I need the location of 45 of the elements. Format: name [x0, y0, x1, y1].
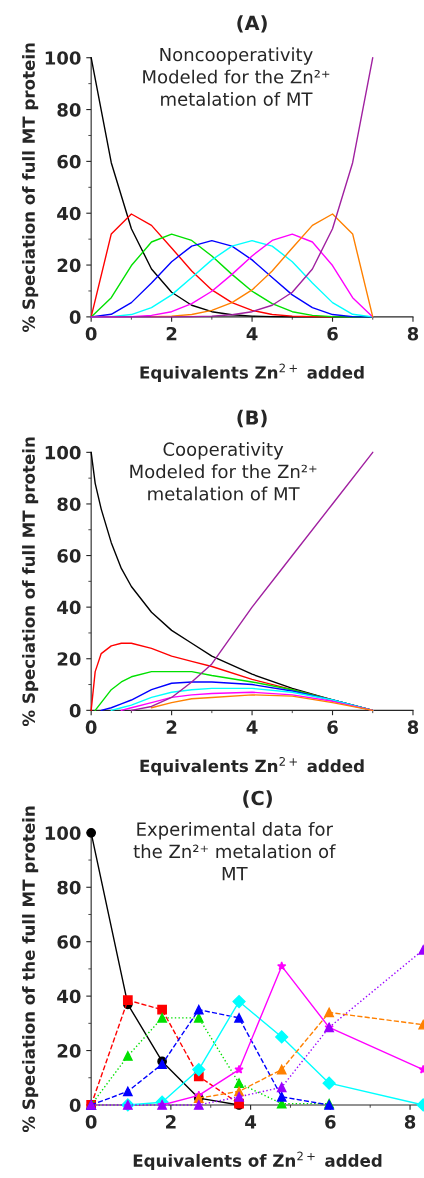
x-tick-label: 0: [85, 326, 97, 341]
x-tick-label: 0: [85, 1115, 97, 1129]
y-tick-label: 60: [57, 935, 81, 949]
y-axis-title: % Speciation of full MT protein: [22, 43, 39, 332]
x-tick-label: 0: [85, 720, 97, 735]
x-tick-label: 4: [246, 720, 258, 734]
y-axis-title: % Speciation of full MT protein: [22, 437, 39, 727]
y-tick-label: 20: [57, 258, 81, 273]
chart-title: (C): [243, 790, 272, 808]
x-tick-label: 2: [166, 326, 177, 341]
y-tick-label: 80: [57, 497, 81, 512]
y-tick-label: 60: [57, 549, 81, 563]
y-tick-label: 100: [45, 826, 81, 840]
x-axis-title: Equivalents Zn$^{2+}$ added: [140, 363, 364, 383]
y-tick-label: 60: [57, 154, 81, 169]
chart-title: (A): [237, 15, 267, 33]
y-tick-label: 0: [69, 310, 81, 324]
x-tick-label: 6: [325, 1115, 336, 1129]
y-tick-label: 80: [57, 103, 81, 117]
y-tick-label: 40: [57, 989, 81, 1004]
y-tick-label: 80: [57, 880, 81, 895]
x-tick-label: 6: [327, 326, 338, 341]
y-axis-title: % Speciation of the full MT protein: [22, 806, 39, 1133]
x-tick-label: 4: [245, 1115, 257, 1129]
x-tick-label: 8: [407, 720, 419, 735]
x-tick-label: 2: [166, 1115, 176, 1129]
x-tick-label: 8: [407, 326, 419, 341]
x-tick-label: 4: [246, 327, 258, 341]
y-tick-label: 0: [69, 703, 81, 718]
y-tick-label: 0: [69, 1098, 81, 1113]
y-tick-label: 40: [57, 206, 81, 221]
text: Experimental data for the Zn²⁺ metalation of MT: [133, 821, 336, 881]
x-tick-label: 8: [404, 1115, 416, 1129]
y-tick-label: 100: [45, 51, 81, 65]
x-tick-label: 2: [166, 720, 177, 734]
text: Cooperativity Modeled for the Zn²⁺ metalation of MT: [130, 442, 317, 501]
chart-title: (B): [237, 409, 267, 428]
y-tick-label: 20: [57, 652, 81, 666]
y-tick-label: 40: [57, 600, 81, 615]
text: Noncooperativity Modeled for the Zn²⁺ metalation of MT: [143, 47, 330, 106]
y-tick-label: 100: [45, 445, 81, 460]
x-axis-title: Equivalents of Zn$^{2+}$ added: [133, 1151, 382, 1171]
y-tick-label: 20: [57, 1044, 81, 1058]
x-axis-title: Equivalents Zn$^{2+}$ added: [140, 756, 364, 776]
x-tick-label: 6: [327, 720, 338, 735]
